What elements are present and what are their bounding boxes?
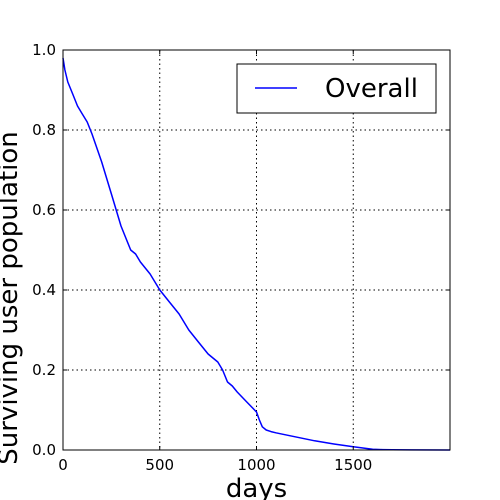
- x-tick-label: 1000: [237, 456, 275, 474]
- x-tick-label: 0: [58, 456, 68, 474]
- grid: [63, 50, 450, 450]
- y-tick-label: 0.2: [32, 361, 56, 379]
- series-line-overall: [62, 57, 451, 451]
- y-tick-label: 0.8: [32, 121, 56, 139]
- y-tick-label: 0.4: [32, 281, 56, 299]
- series-layer: [62, 57, 451, 451]
- y-tick-label: 1.0: [32, 41, 56, 59]
- x-tick-label: 500: [145, 456, 174, 474]
- legend: Overall: [236, 63, 437, 114]
- x-tick-label: 1500: [334, 456, 372, 474]
- ticks: 0 500 1000 1500 0.0 0.2 0.4 0.6 0.8 1.0: [32, 41, 450, 474]
- y-axis-label: Surviving user population: [0, 131, 24, 464]
- y-tick-label: 0.6: [32, 201, 56, 219]
- y-tick-label: 0.0: [32, 441, 56, 459]
- x-axis-label: days: [226, 474, 287, 500]
- legend-label-overall: Overall: [325, 74, 418, 104]
